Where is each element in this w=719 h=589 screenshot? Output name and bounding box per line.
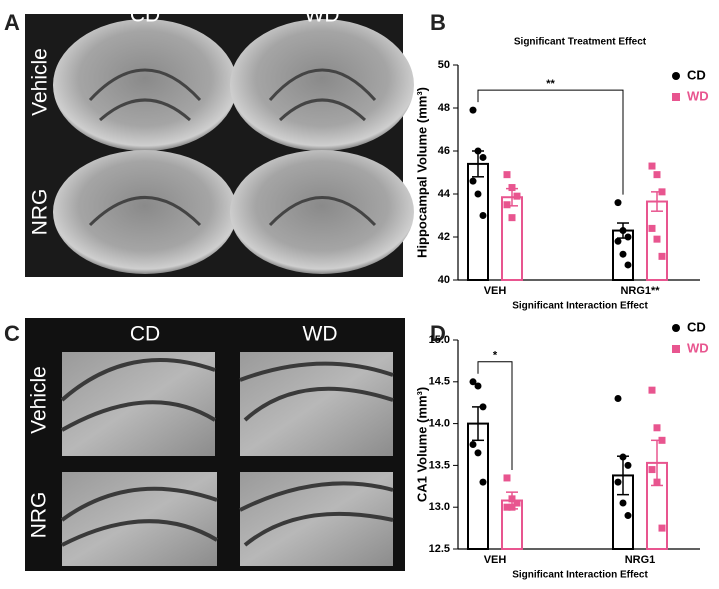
x-tick-label: VEH <box>484 554 507 566</box>
data-point <box>614 199 622 207</box>
column-label: WD <box>305 4 340 27</box>
data-point <box>513 192 521 200</box>
panel-c-image <box>25 318 405 571</box>
data-point <box>479 153 487 161</box>
y-tick-label: 50 <box>438 59 450 71</box>
legend-label: CD <box>687 67 706 82</box>
legend-marker <box>672 345 680 353</box>
data-point <box>479 403 487 411</box>
data-point <box>658 524 666 532</box>
data-point <box>474 147 482 155</box>
row-label: NRG <box>28 492 51 539</box>
legend-label: WD <box>687 88 709 103</box>
significance-label: * <box>493 350 498 362</box>
legend-label: WD <box>687 340 709 355</box>
data-point <box>474 190 482 198</box>
y-axis-label: CA1 Volume (mm³) <box>414 387 429 502</box>
data-point <box>503 201 511 209</box>
legend-marker <box>672 324 680 332</box>
data-point <box>479 478 487 486</box>
panel-label: C <box>4 321 20 346</box>
data-point <box>653 424 661 432</box>
y-tick-label: 13.5 <box>429 459 450 471</box>
data-point <box>508 503 516 511</box>
chart-title: Significant Treatment Effect <box>514 37 647 48</box>
panel-a-image <box>25 14 414 277</box>
data-point <box>624 461 632 469</box>
data-point <box>653 478 661 486</box>
x-tick-label: NRG1** <box>620 285 660 297</box>
data-point <box>658 436 666 444</box>
y-tick-label: 44 <box>438 188 451 200</box>
data-point <box>474 449 482 457</box>
data-point <box>614 395 622 403</box>
data-point <box>624 512 632 520</box>
y-tick-label: 40 <box>438 274 450 286</box>
legend-label: CD <box>687 319 706 334</box>
data-point <box>624 261 632 269</box>
data-point <box>469 106 477 114</box>
y-tick-label: 48 <box>438 102 450 114</box>
legend-marker <box>672 72 680 80</box>
panel-label: D <box>430 321 446 346</box>
data-point <box>658 188 666 196</box>
significance-bracket <box>477 89 624 195</box>
data-point <box>513 499 521 507</box>
significance-label: ** <box>546 78 555 90</box>
y-tick-label: 46 <box>438 145 450 157</box>
y-tick-label: 14.5 <box>429 376 450 388</box>
data-point <box>469 441 477 448</box>
x-tick-label: VEH <box>484 285 507 297</box>
data-point <box>479 212 487 219</box>
data-point <box>648 162 656 170</box>
y-tick-label: 12.5 <box>429 543 450 555</box>
panel-label: A <box>4 10 20 35</box>
column-label: WD <box>303 323 338 346</box>
y-tick-label: 14.0 <box>429 418 450 430</box>
data-point <box>508 184 516 192</box>
bar <box>501 196 523 282</box>
legend-marker <box>672 93 680 101</box>
data-point <box>508 495 516 503</box>
data-point <box>658 252 666 260</box>
y-axis-label: Hippocampal Volume (mm³) <box>414 87 429 258</box>
data-point <box>619 453 627 461</box>
y-tick-label: 42 <box>438 231 450 243</box>
column-label: CD <box>130 4 160 27</box>
y-tick-label: 15.0 <box>429 334 450 346</box>
data-point <box>503 171 511 179</box>
data-point <box>508 214 516 222</box>
data-point <box>624 233 632 241</box>
row-label: Vehicle <box>28 366 51 434</box>
data-point <box>653 171 661 179</box>
panel-label: B <box>430 10 446 35</box>
column-label: CD <box>130 323 160 346</box>
data-point <box>503 503 511 511</box>
data-point <box>619 499 627 507</box>
x-axis-label: Significant Interaction Effect <box>512 301 648 312</box>
data-point <box>474 382 482 390</box>
significance-bracket <box>477 361 513 470</box>
data-point <box>619 227 627 235</box>
row-label: NRG <box>29 189 52 236</box>
data-point <box>614 478 622 486</box>
data-point <box>614 237 622 245</box>
data-point <box>503 474 511 482</box>
x-tick-label: NRG1 <box>625 554 656 566</box>
row-label: Vehicle <box>29 48 52 116</box>
data-point <box>648 466 656 474</box>
data-point <box>653 235 661 243</box>
data-point <box>648 386 656 394</box>
data-point <box>469 378 477 386</box>
y-tick-label: 13.0 <box>429 501 450 513</box>
data-point <box>648 224 656 232</box>
data-point <box>619 250 627 258</box>
x-axis-label: Significant Interaction Effect <box>512 570 648 581</box>
data-point <box>469 177 477 185</box>
